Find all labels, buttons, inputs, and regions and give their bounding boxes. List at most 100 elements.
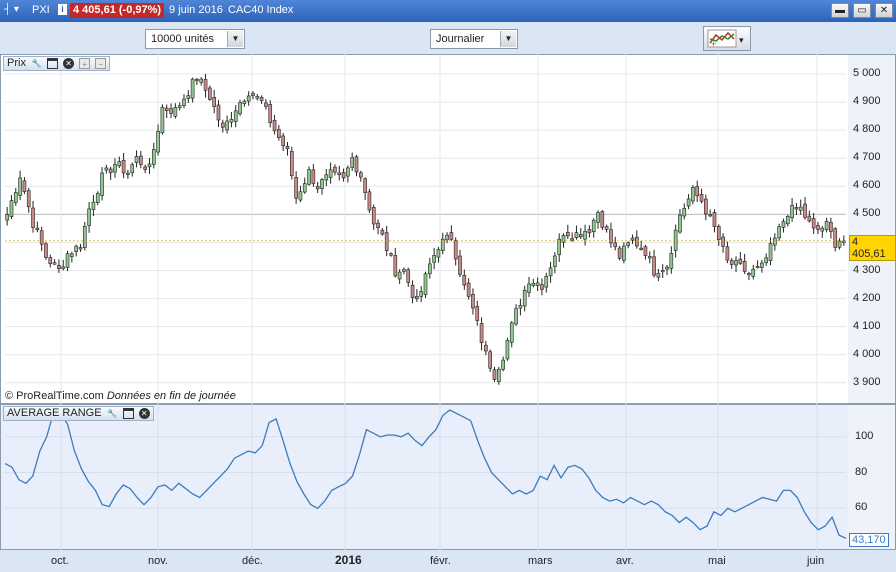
candle-body (346, 167, 350, 177)
candle-body (716, 226, 721, 240)
candle-body (195, 79, 199, 82)
zoom-in-icon[interactable]: + (79, 57, 91, 69)
close-icon[interactable]: ✕ (138, 407, 150, 419)
indicator-chart-icon: + ▾ (707, 29, 744, 49)
credit-note: Données en fin de journée (106, 390, 236, 402)
candle-body (143, 166, 147, 170)
instrument-name: CAC40 Index (228, 4, 294, 16)
candle-body (233, 110, 238, 122)
units-select-value: 10000 unités (151, 33, 214, 45)
candle-body (613, 242, 618, 248)
wrench-icon[interactable]: 🔧 (107, 408, 118, 418)
candle-body (458, 255, 462, 275)
x-tick-label: avr. (616, 555, 634, 567)
candle-body (100, 172, 104, 196)
candle-body (264, 102, 268, 107)
candle-body (376, 222, 380, 229)
candle-body (777, 226, 781, 239)
candle-body (527, 283, 531, 293)
candle-body (596, 212, 600, 223)
candle-body (298, 191, 303, 201)
candle-body (337, 172, 342, 176)
candle-body (285, 145, 290, 150)
chevron-down-icon[interactable]: ▼ (500, 31, 516, 47)
candle-body (557, 238, 562, 255)
zoom-out-icon[interactable]: − (95, 57, 107, 69)
period-select[interactable]: Journalier ▼ (430, 29, 518, 49)
last-range-label: 43,170 (849, 533, 889, 547)
units-select[interactable]: 10000 unités ▼ (145, 29, 245, 49)
window-icon[interactable] (47, 57, 59, 69)
candle-body (156, 130, 160, 153)
candle-body (755, 266, 760, 269)
period-select-value: Journalier (436, 33, 485, 45)
candle-body (492, 369, 497, 380)
x-tick-label: déc. (242, 555, 263, 567)
candle-body (182, 98, 186, 106)
candle-body (281, 135, 285, 147)
candle-body (471, 294, 475, 309)
candle-body (768, 243, 773, 261)
candle-body (397, 271, 402, 280)
candle-body (816, 225, 820, 230)
candle-body (665, 266, 669, 270)
price-tick-label: 4 100 (853, 319, 881, 332)
candle-body (238, 102, 242, 115)
candle-body (488, 351, 493, 369)
candle-body (9, 200, 14, 217)
candle-body (242, 100, 247, 105)
window-icon[interactable] (122, 407, 134, 419)
minimize-icon[interactable]: ▬ (831, 3, 849, 18)
candle-body (164, 107, 169, 111)
candle-body (699, 194, 704, 202)
candle-body (669, 253, 674, 269)
candle-body (74, 245, 78, 252)
range-chart[interactable] (0, 404, 896, 550)
price-tick-label: 4 200 (853, 291, 881, 304)
close-window-icon[interactable]: ✕ (875, 3, 893, 18)
maximize-icon[interactable]: ▭ (853, 3, 871, 18)
candle-body (402, 269, 406, 272)
candle-body (367, 191, 372, 211)
close-icon[interactable]: ✕ (63, 57, 75, 69)
candle-body (268, 104, 273, 124)
candle-body (220, 122, 225, 128)
candle-body (773, 237, 777, 246)
info-icon[interactable]: i (58, 4, 67, 15)
range-tick-label: 80 (855, 465, 868, 478)
candle-body (760, 262, 764, 268)
candle-body (255, 96, 260, 99)
candle-body (251, 92, 255, 96)
candle-body (647, 256, 652, 259)
x-tick-label: juin (807, 555, 825, 567)
chevron-down-icon[interactable]: ▼ (227, 31, 243, 47)
credit-site[interactable]: © ProRealTime.com (5, 390, 104, 402)
candle-body (384, 232, 389, 251)
candle-body (229, 118, 234, 123)
range-panel (0, 404, 896, 550)
candle-body (371, 207, 376, 225)
candle-body (91, 201, 96, 210)
candle-body (87, 208, 91, 226)
candle-body (320, 179, 324, 189)
candle-body (811, 218, 816, 229)
add-indicator-button[interactable]: + ▾ (703, 26, 751, 51)
candle-body (13, 192, 18, 203)
candle-body (151, 149, 156, 165)
chart-type-icon[interactable]: ┤ ▾ (4, 4, 19, 15)
price-chart[interactable] (0, 54, 896, 404)
candle-body (428, 263, 432, 275)
candle-body (358, 172, 363, 178)
wrench-icon[interactable]: 🔧 (31, 58, 42, 68)
quote-date: 9 juin 2016 (169, 4, 223, 16)
candle-body (747, 273, 751, 276)
candle-body (833, 228, 838, 248)
candle-body (57, 265, 61, 270)
x-tick-label: oct. (51, 555, 69, 567)
candle-body (26, 190, 31, 208)
candle-body (617, 247, 622, 259)
ticker-label[interactable]: PXI (32, 4, 50, 16)
candle-body (708, 214, 712, 217)
candle-body (652, 256, 656, 276)
candle-body (48, 257, 53, 264)
